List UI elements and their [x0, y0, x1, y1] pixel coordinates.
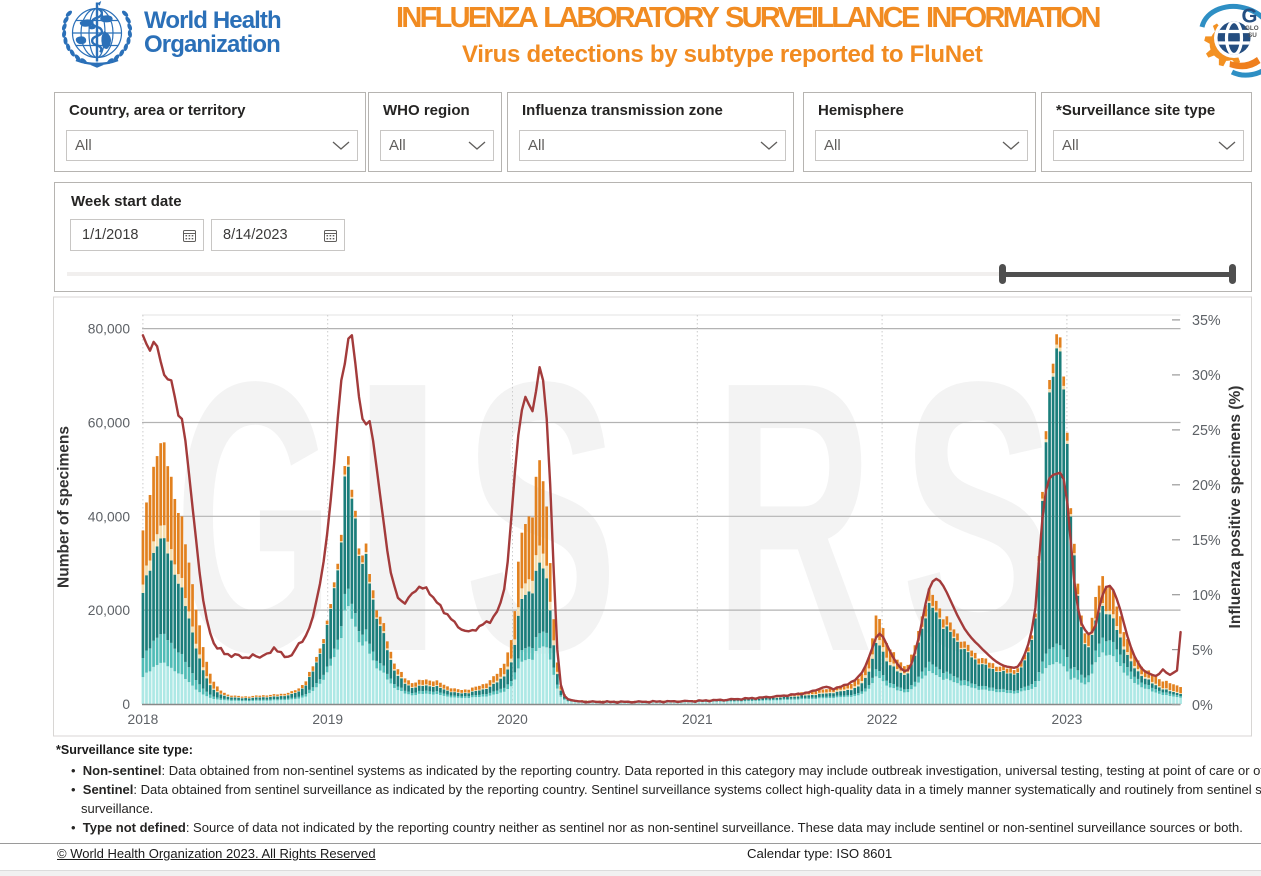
svg-text:80,000: 80,000 [88, 322, 131, 337]
svg-text:25%: 25% [1192, 423, 1221, 439]
svg-text:R: R [714, 303, 873, 732]
svg-text:G: G [175, 303, 334, 733]
svg-text:S: S [464, 303, 618, 732]
svg-text:35%: 35% [1192, 313, 1221, 329]
svg-text:2019: 2019 [312, 712, 343, 727]
svg-text:20,000: 20,000 [88, 603, 131, 618]
svg-text:World Health: World Health [144, 7, 281, 34]
svg-text:Number of specimens: Number of specimens [56, 426, 73, 588]
svg-text:2023: 2023 [1052, 712, 1083, 727]
svg-text:60,000: 60,000 [88, 416, 131, 431]
svg-text:Influenza positive specimens (: Influenza positive specimens (%) [1227, 386, 1244, 629]
svg-text:40,000: 40,000 [88, 509, 131, 524]
svg-text:Organization: Organization [144, 31, 280, 58]
svg-text:5%: 5% [1192, 643, 1213, 659]
svg-text:2022: 2022 [867, 712, 898, 727]
svg-text:2018: 2018 [128, 712, 159, 727]
svg-text:15%: 15% [1192, 533, 1221, 549]
svg-text:20%: 20% [1192, 478, 1221, 494]
svg-text:0%: 0% [1192, 698, 1213, 714]
svg-text:2020: 2020 [497, 712, 528, 727]
svg-text:G: G [1242, 5, 1258, 28]
svg-text:0: 0 [122, 697, 130, 712]
svg-text:SU: SU [1248, 32, 1257, 39]
svg-text:10%: 10% [1192, 588, 1221, 604]
svg-text:2021: 2021 [682, 712, 713, 727]
svg-text:GLO: GLO [1245, 25, 1259, 32]
svg-text:30%: 30% [1192, 368, 1221, 384]
